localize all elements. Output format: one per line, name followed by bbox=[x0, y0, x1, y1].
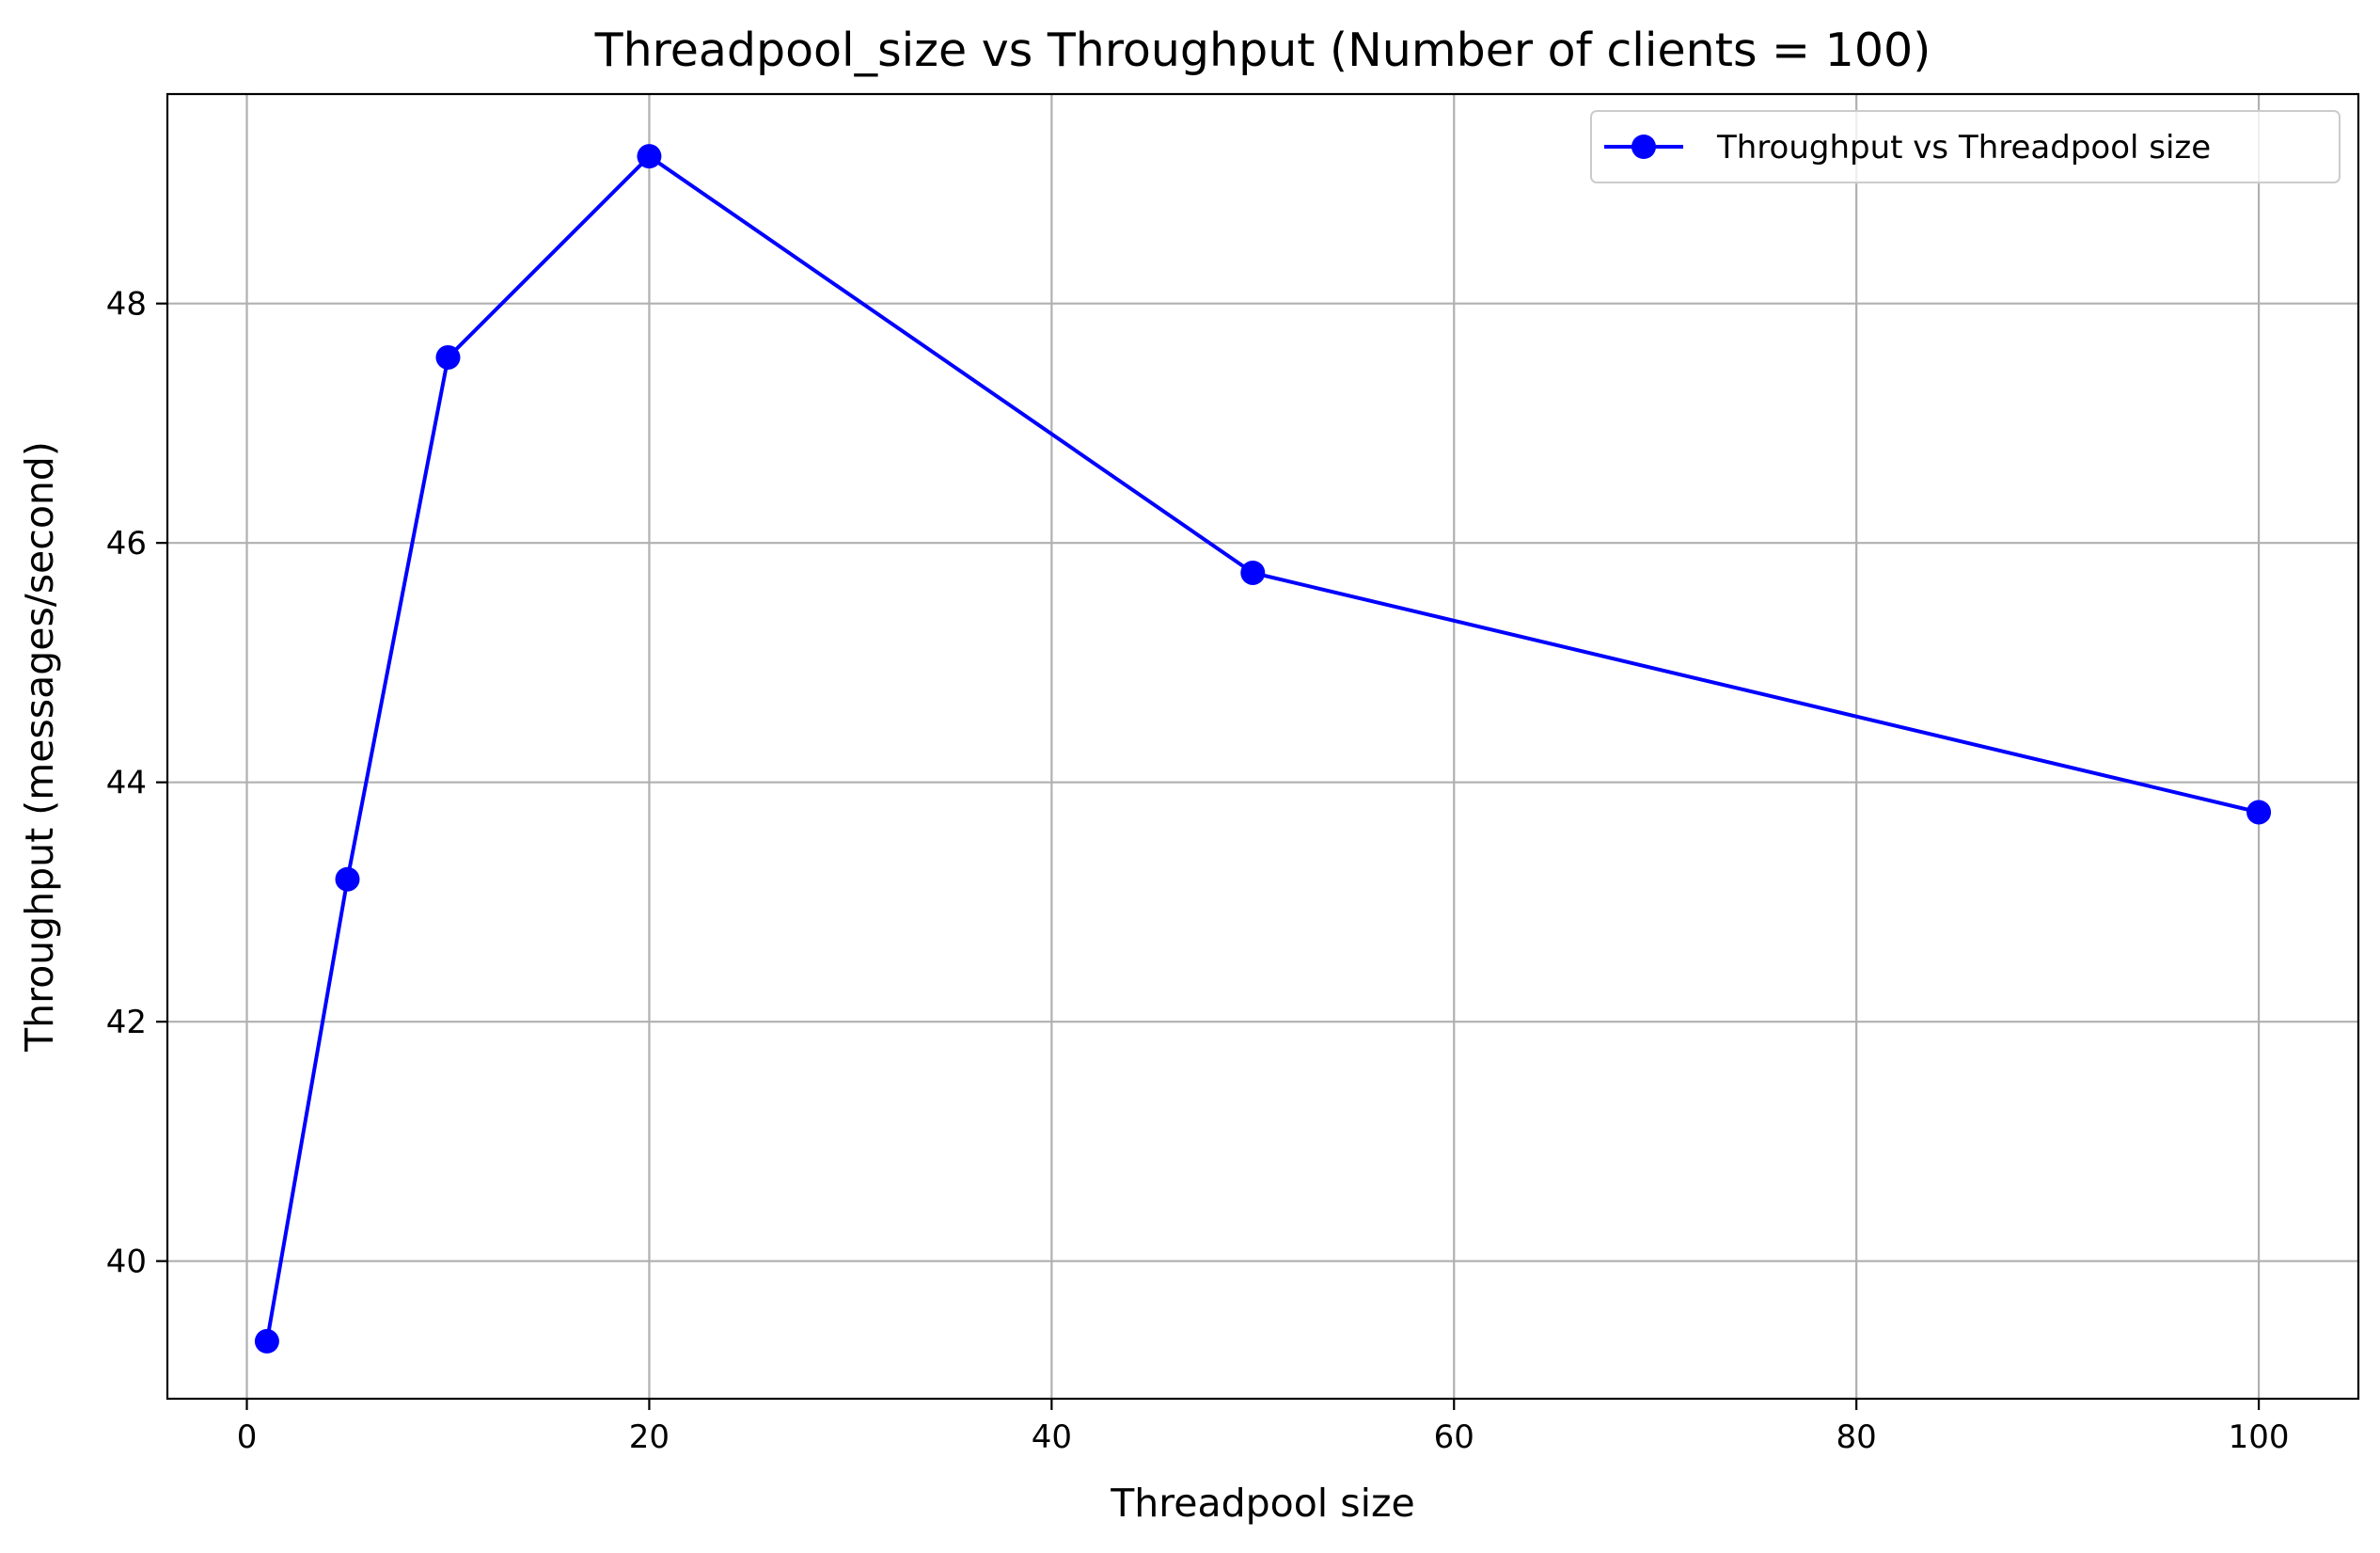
legend-box bbox=[1590, 110, 2341, 183]
legend-marker-swatch bbox=[1631, 135, 1656, 159]
x-tick-label-60: 60 bbox=[1434, 1418, 1474, 1456]
y-tick-label-46: 46 bbox=[106, 525, 147, 563]
data-point bbox=[1240, 560, 1266, 585]
ticks: 0 20 40 60 80 100 40 42 44 46 48 bbox=[106, 286, 2290, 1456]
x-tick-label-40: 40 bbox=[1032, 1418, 1072, 1456]
y-tick-label-40: 40 bbox=[106, 1244, 147, 1281]
series-layer bbox=[254, 144, 2272, 1354]
x-tick-label-80: 80 bbox=[1836, 1418, 1877, 1456]
series-line bbox=[264, 154, 2260, 1342]
x-tick-label-20: 20 bbox=[629, 1418, 670, 1456]
y-axis-label: Throughput (messages/second) bbox=[17, 441, 62, 1053]
y-tick-label-42: 42 bbox=[106, 1004, 147, 1041]
data-point bbox=[335, 866, 360, 892]
legend: Throughput vs Threadpool size bbox=[1590, 110, 2341, 183]
plot-frame bbox=[165, 92, 2360, 1401]
data-point bbox=[2246, 800, 2272, 825]
data-point bbox=[637, 144, 662, 169]
y-tick-label-48: 48 bbox=[106, 286, 147, 324]
x-tick-label-0: 0 bbox=[237, 1418, 258, 1456]
grid bbox=[167, 94, 2358, 1399]
x-tick-label-100: 100 bbox=[2229, 1418, 2290, 1456]
y-tick-label-44: 44 bbox=[106, 765, 147, 802]
legend-entry-label: Throughput vs Threadpool size bbox=[1716, 129, 2211, 166]
data-point bbox=[435, 344, 461, 370]
data-point bbox=[254, 1328, 279, 1354]
x-axis-label: Threadpool size bbox=[1110, 1481, 1414, 1526]
chart-title: Threadpool_size vs Throughput (Number of… bbox=[594, 24, 1931, 77]
